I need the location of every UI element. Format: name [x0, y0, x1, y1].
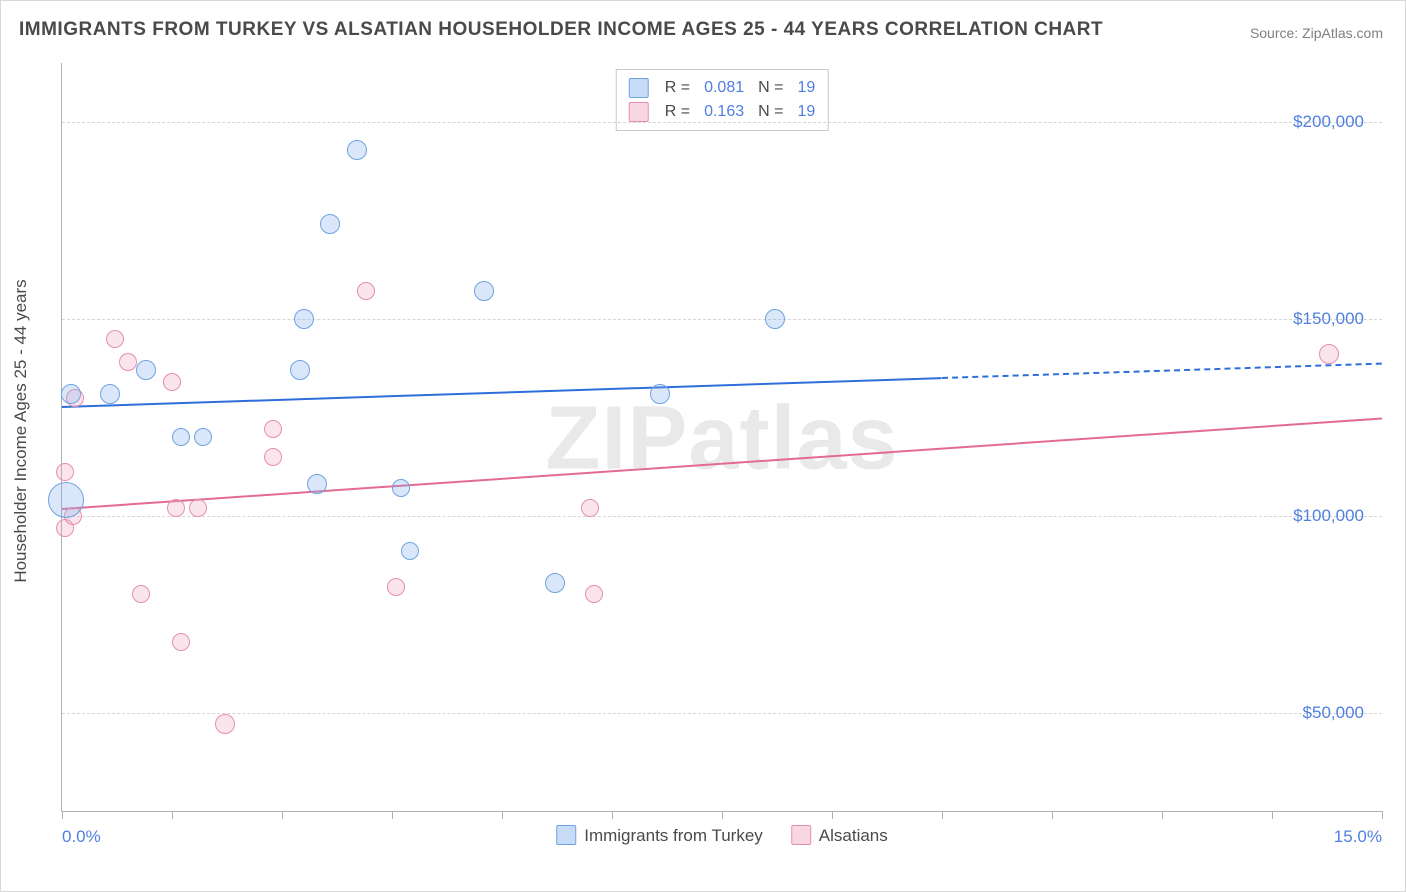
data-point-alsatian [264, 448, 282, 466]
legend-r-label: R = [665, 100, 690, 124]
data-point-alsatian [56, 463, 74, 481]
x-tick [282, 811, 283, 819]
data-point-alsatian [387, 578, 405, 596]
x-tick [392, 811, 393, 819]
y-tick-label: $100,000 [1293, 506, 1364, 526]
source-link[interactable]: ZipAtlas.com [1302, 25, 1383, 41]
legend-n-label: N = [758, 76, 783, 100]
legend-label-alsatian: Alsatians [819, 826, 888, 845]
data-point-turkey [290, 360, 310, 380]
gridline [62, 516, 1382, 517]
data-point-alsatian [163, 373, 181, 391]
data-point-turkey [347, 140, 367, 160]
trendline-turkey-dashed [942, 362, 1382, 378]
legend-n-label: N = [758, 100, 783, 124]
legend-item-alsatian: Alsatians [791, 825, 888, 846]
x-tick [172, 811, 173, 819]
data-point-alsatian [581, 499, 599, 517]
legend-label-turkey: Immigrants from Turkey [584, 826, 763, 845]
x-max-label: 15.0% [1334, 827, 1382, 847]
legend-n-value-turkey: 19 [797, 76, 815, 100]
data-point-turkey [136, 360, 156, 380]
x-tick [502, 811, 503, 819]
data-point-turkey [194, 428, 212, 446]
gridline [62, 319, 1382, 320]
data-point-alsatian [264, 420, 282, 438]
data-point-turkey [294, 309, 314, 329]
legend-r-value-alsatian: 0.163 [704, 100, 744, 124]
y-axis-label: Householder Income Ages 25 - 44 years [11, 279, 31, 582]
x-tick [1162, 811, 1163, 819]
y-tick-label: $150,000 [1293, 309, 1364, 329]
x-tick [832, 811, 833, 819]
legend-row-turkey: R = 0.081 N = 19 [629, 76, 816, 100]
legend-swatch-turkey [556, 825, 576, 845]
data-point-alsatian [585, 585, 603, 603]
data-point-alsatian [119, 353, 137, 371]
plot-area: ZIPatlas R = 0.081 N = 19 R = 0.163 N = … [61, 63, 1382, 812]
legend-swatch-turkey [629, 78, 649, 98]
data-point-alsatian [106, 330, 124, 348]
x-tick [942, 811, 943, 819]
y-tick-label: $200,000 [1293, 112, 1364, 132]
data-point-turkey [545, 573, 565, 593]
data-point-turkey [48, 482, 84, 518]
legend-item-turkey: Immigrants from Turkey [556, 825, 763, 846]
y-tick-label: $50,000 [1303, 703, 1364, 723]
x-tick [1272, 811, 1273, 819]
gridline [62, 122, 1382, 123]
chart-title: IMMIGRANTS FROM TURKEY VS ALSATIAN HOUSE… [19, 19, 1103, 41]
legend-swatch-alsatian [629, 102, 649, 122]
legend-swatch-alsatian [791, 825, 811, 845]
data-point-turkey [61, 384, 81, 404]
data-point-alsatian [132, 585, 150, 603]
watermark-text: ZIPatlas [545, 388, 898, 491]
data-point-turkey [320, 214, 340, 234]
x-tick [612, 811, 613, 819]
data-point-turkey [765, 309, 785, 329]
data-point-alsatian [215, 714, 235, 734]
legend-n-value-alsatian: 19 [797, 100, 815, 124]
x-tick [722, 811, 723, 819]
legend-row-alsatian: R = 0.163 N = 19 [629, 100, 816, 124]
data-point-alsatian [172, 633, 190, 651]
data-point-alsatian [189, 499, 207, 517]
data-point-turkey [392, 479, 410, 497]
data-point-turkey [100, 384, 120, 404]
data-point-alsatian [357, 282, 375, 300]
trendline-turkey-solid [62, 377, 942, 408]
data-point-turkey [307, 474, 327, 494]
legend-r-label: R = [665, 76, 690, 100]
data-point-alsatian [1319, 344, 1339, 364]
x-min-label: 0.0% [62, 827, 101, 847]
data-point-alsatian [167, 499, 185, 517]
chart-container: IMMIGRANTS FROM TURKEY VS ALSATIAN HOUSE… [0, 0, 1406, 892]
x-tick [62, 811, 63, 819]
trendline-alsatian [62, 417, 1382, 510]
x-tick [1382, 811, 1383, 819]
x-tick [1052, 811, 1053, 819]
data-point-turkey [650, 384, 670, 404]
data-point-turkey [474, 281, 494, 301]
source-credit: Source: ZipAtlas.com [1250, 25, 1383, 41]
gridline [62, 713, 1382, 714]
data-point-turkey [401, 542, 419, 560]
data-point-turkey [172, 428, 190, 446]
legend-r-value-turkey: 0.081 [704, 76, 744, 100]
source-prefix: Source: [1250, 25, 1302, 41]
legend-series: Immigrants from Turkey Alsatians [556, 825, 888, 846]
